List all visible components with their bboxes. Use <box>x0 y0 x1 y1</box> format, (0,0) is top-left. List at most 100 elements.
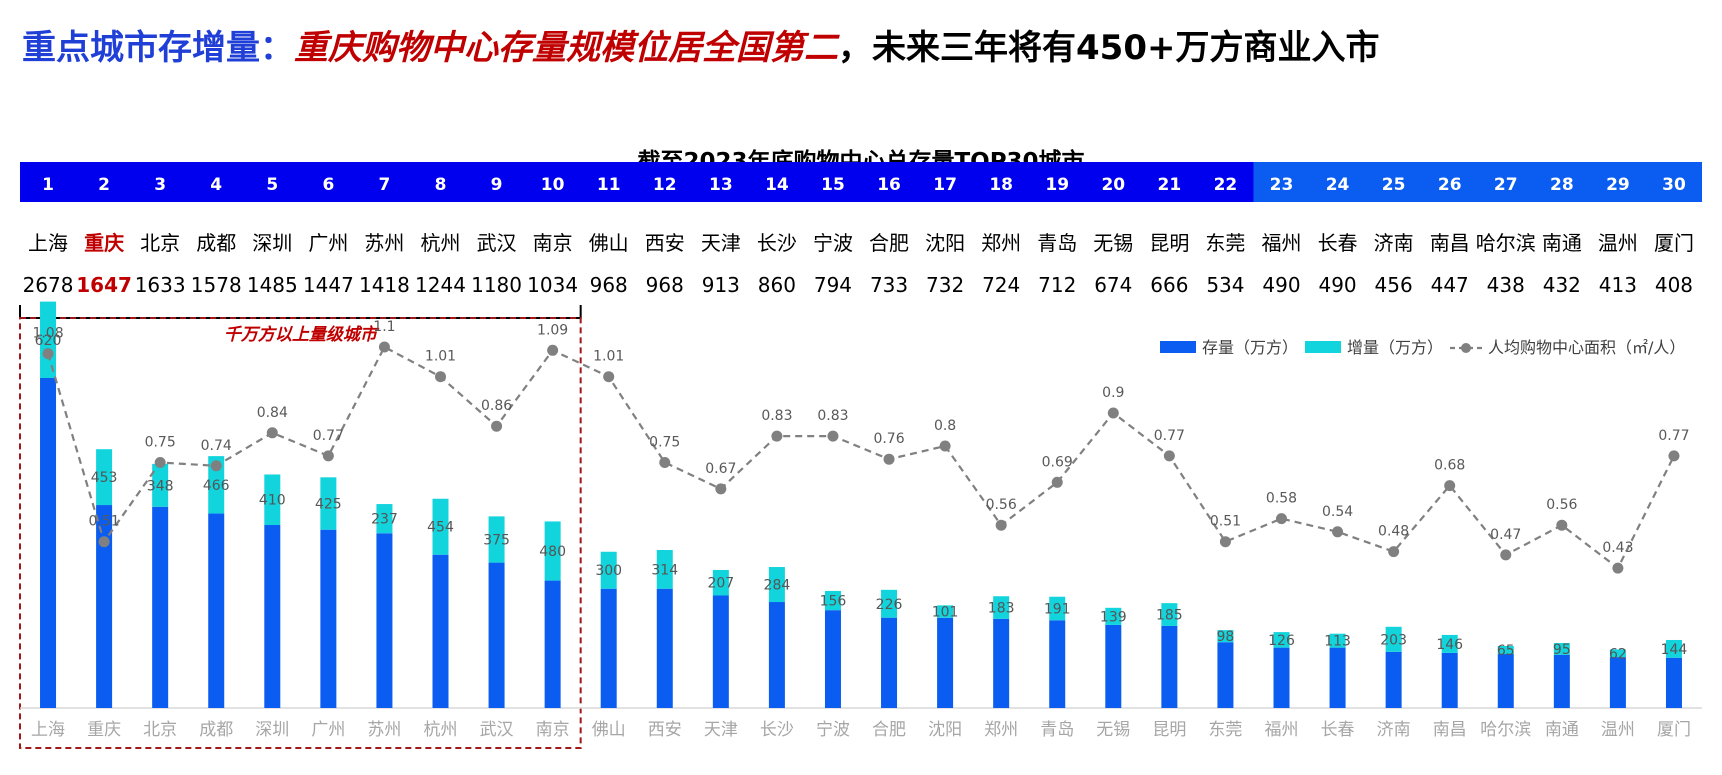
legend-swatch-increment <box>1305 341 1341 353</box>
increment-label: 425 <box>315 497 342 513</box>
rank-label: 30 <box>1662 175 1686 195</box>
legend-label-stock: 存量（万方） <box>1202 338 1298 357</box>
per-capita-point <box>1668 450 1680 462</box>
city-total: 1180 <box>471 273 522 297</box>
increment-label: 144 <box>1661 642 1688 658</box>
increment-bar <box>824 590 841 611</box>
per-capita-label: 0.69 <box>1042 454 1073 470</box>
city-name: 东莞 <box>1205 231 1245 255</box>
increment-label: 284 <box>764 578 791 594</box>
per-capita-point <box>1500 549 1512 561</box>
increment-label: 185 <box>1156 608 1183 624</box>
city-total: 534 <box>1206 273 1244 297</box>
city-total: 1647 <box>76 273 132 297</box>
per-capita-label: 0.67 <box>705 461 736 477</box>
city-name: 无锡 <box>1093 231 1133 255</box>
stock-bar <box>1385 651 1402 708</box>
city-name: 厦门 <box>1654 231 1694 255</box>
city-name: 武汉 <box>477 231 517 255</box>
city-total: 968 <box>646 273 684 297</box>
per-capita-point <box>42 348 54 360</box>
increment-label: 101 <box>932 605 959 621</box>
increment-bar <box>1665 639 1682 658</box>
city-total: 413 <box>1599 273 1637 297</box>
rank-label: 23 <box>1270 175 1294 195</box>
increment-bar <box>264 474 281 526</box>
rank-label: 2 <box>98 175 110 195</box>
stock-bar <box>1105 624 1122 708</box>
city-total: 408 <box>1655 273 1693 297</box>
stock-bar <box>993 618 1010 708</box>
rank-label: 16 <box>877 175 901 195</box>
rank-label: 21 <box>1158 175 1182 195</box>
city-name: 郑州 <box>981 231 1021 255</box>
group-label: 千万方以上量级城市 <box>224 325 380 345</box>
legend-swatch-stock <box>1160 341 1196 353</box>
rank-bar-right <box>1253 162 1702 202</box>
x-tick-label: 佛山 <box>592 720 626 740</box>
per-capita-point <box>547 344 559 356</box>
x-tick-label: 沈阳 <box>928 720 962 740</box>
per-capita-label: 0.54 <box>1322 504 1353 520</box>
increment-label: 226 <box>876 597 903 613</box>
increment-bar <box>881 589 898 618</box>
increment-bar <box>208 456 225 514</box>
city-total: 1418 <box>359 273 410 297</box>
stock-bar <box>1161 625 1178 708</box>
per-capita-point <box>491 420 503 432</box>
increment-bar <box>937 605 954 618</box>
city-total: 447 <box>1431 273 1469 297</box>
per-capita-point <box>98 536 110 548</box>
city-total: 724 <box>982 273 1020 297</box>
stock-bar <box>1217 642 1234 708</box>
increment-bar <box>768 567 785 603</box>
city-total: 674 <box>1094 273 1132 297</box>
increment-bar <box>1385 626 1402 652</box>
stock-bar <box>937 617 954 708</box>
per-capita-label: 0.83 <box>817 408 848 424</box>
rank-label: 26 <box>1438 175 1462 195</box>
headline-part3: ，未来三年将有450+万方商业入市 <box>838 28 1380 68</box>
rank-label: 11 <box>597 175 621 195</box>
per-capita-label: 0.43 <box>1602 540 1633 556</box>
x-tick-label: 苏州 <box>367 720 401 740</box>
city-total: 438 <box>1487 273 1525 297</box>
city-name: 杭州 <box>421 231 461 255</box>
increment-bar <box>656 550 673 589</box>
x-tick-label: 武汉 <box>480 720 514 740</box>
rank-label: 28 <box>1550 175 1574 195</box>
increment-bar <box>432 498 449 555</box>
per-capita-label: 0.51 <box>1210 514 1241 530</box>
increment-label: 113 <box>1324 634 1351 650</box>
city-total: 1244 <box>415 273 466 297</box>
per-capita-point <box>435 371 446 383</box>
city-name: 南京 <box>533 231 573 255</box>
x-tick-label: 长沙 <box>760 720 794 740</box>
per-capita-label: 0.75 <box>649 435 680 451</box>
city-name: 沈阳 <box>925 231 965 255</box>
increment-label: 454 <box>427 520 454 536</box>
per-capita-point <box>1163 450 1175 462</box>
per-capita-point <box>939 440 951 452</box>
increment-label: 62 <box>1609 646 1627 662</box>
rank-label: 18 <box>989 175 1013 195</box>
rank-label: 3 <box>154 175 166 195</box>
per-capita-point <box>827 430 839 442</box>
stock-bar <box>96 505 113 708</box>
x-tick-label: 南昌 <box>1433 720 1467 740</box>
city-total: 490 <box>1262 273 1300 297</box>
per-capita-label: 0.8 <box>934 418 956 434</box>
rank-label: 12 <box>653 175 677 195</box>
increment-bar <box>1105 607 1122 625</box>
x-tick-label: 温州 <box>1601 720 1635 740</box>
rank-label: 19 <box>1045 175 1069 195</box>
per-capita-point <box>1276 513 1287 525</box>
x-tick-label: 合肥 <box>872 720 906 740</box>
city-name: 天津 <box>701 231 741 255</box>
per-capita-point <box>995 519 1007 531</box>
per-capita-label: 0.68 <box>1434 458 1465 474</box>
city-total: 732 <box>926 273 964 297</box>
increment-bar <box>376 504 393 534</box>
stock-bar <box>376 533 393 708</box>
